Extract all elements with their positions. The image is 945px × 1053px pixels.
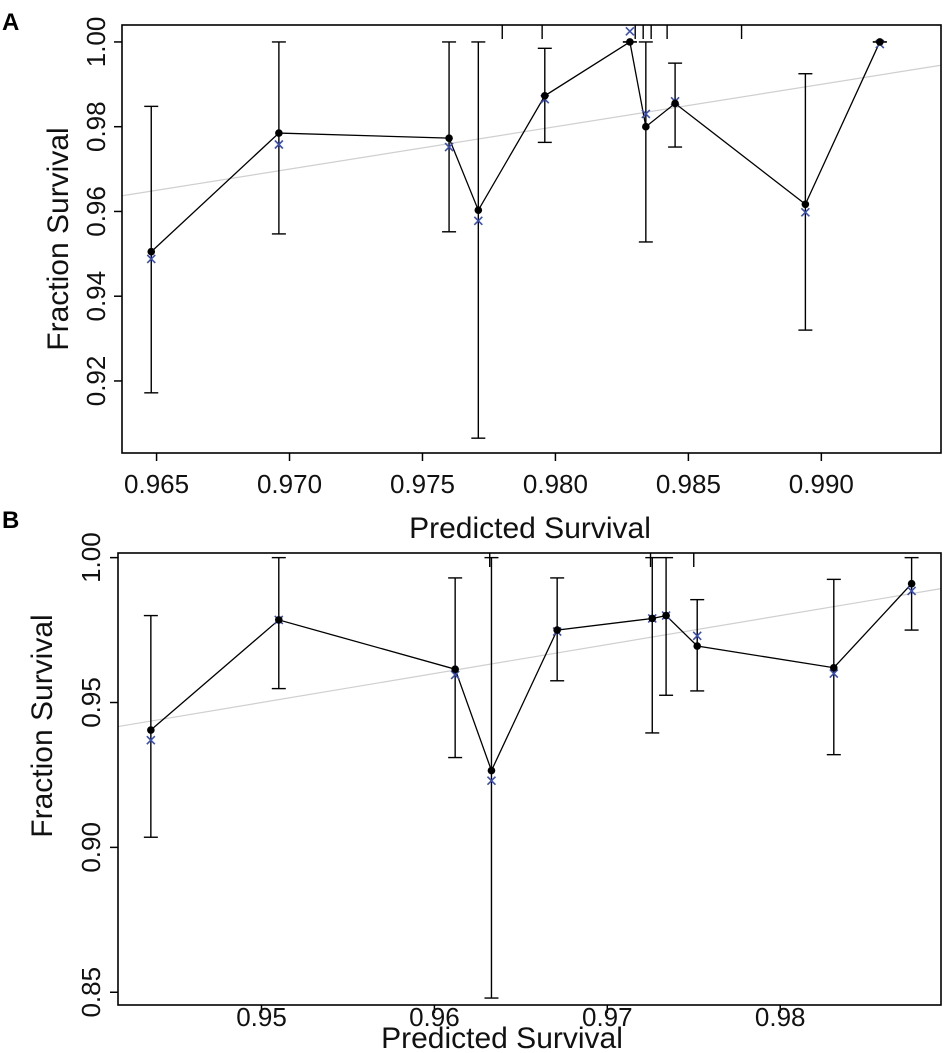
panel-b-rug (489, 553, 695, 567)
observed-point (451, 665, 459, 673)
x-tick-label: 0.980 (523, 469, 588, 499)
panel-b-ideal-line (117, 588, 942, 728)
bias-corrected-point (829, 668, 839, 679)
panel-a-ideal-line (121, 64, 942, 197)
bias-corrected-point (274, 139, 284, 150)
observed-point (553, 626, 561, 634)
panel-b-observed-line (150, 583, 913, 773)
y-tick-label: 0.95 (76, 677, 106, 728)
observed-point (671, 99, 679, 108)
observed-point (693, 642, 702, 650)
panel-a-x-axis: 0.965 0.970 0.975 0.980 0.985 0.990 (124, 453, 854, 499)
y-tick-label: 1.00 (76, 532, 106, 583)
bias-corrected-point (146, 735, 156, 745)
observed-point (642, 122, 650, 131)
panel-a-bias-corrected-points (146, 26, 885, 264)
cross-stroke (692, 631, 702, 641)
observed-point (876, 38, 884, 46)
cross-stroke (274, 139, 284, 150)
x-tick-label: 0.975 (390, 469, 455, 499)
observed-point (540, 91, 549, 100)
observed-point (445, 134, 453, 142)
y-tick-label: 0.98 (81, 101, 111, 152)
bias-corrected-point (146, 254, 156, 264)
x-tick-label: 0.990 (789, 469, 854, 499)
bias-corrected-point (800, 207, 810, 217)
panel-a-observed-line (150, 40, 881, 253)
bias-corrected-point (444, 142, 454, 152)
panel-b: B 0.95 0.96 0.97 0.98 0.85 0.90 0.95 1.00 Pred… (2, 507, 942, 1053)
bias-corrected-point (473, 216, 483, 226)
cross-stroke (486, 776, 497, 786)
panel-a-error-bars (144, 41, 887, 439)
panel-a-observed-points (147, 38, 884, 256)
y-tick-label: 1.00 (81, 17, 111, 68)
y-tick-label: 0.94 (81, 271, 111, 322)
observed-point (648, 614, 657, 623)
y-tick-label: 0.90 (76, 822, 106, 873)
panel-a-x-axis-label: Predicted Survival (409, 512, 651, 545)
cross-stroke (450, 670, 460, 680)
bias-corrected-point (450, 670, 460, 680)
y-tick-label: 0.92 (81, 356, 111, 407)
observed-point (801, 200, 810, 209)
x-tick-label: 0.97 (582, 1002, 633, 1032)
observed-point (147, 726, 155, 734)
observed-point (275, 129, 283, 137)
panel-a-plot-frame (121, 24, 942, 454)
panel-b-x-axis-label: Predicted Survival (381, 1022, 623, 1053)
panel-b-plot-frame (117, 552, 942, 1006)
observed-point (907, 579, 916, 588)
cross-stroke (473, 216, 483, 226)
observed-point (830, 663, 838, 672)
panel-b-error-bars (143, 556, 919, 999)
x-tick-label: 0.98 (755, 1002, 806, 1032)
panel-a-label: A (2, 9, 19, 36)
y-tick-label: 0.96 (81, 186, 111, 237)
panel-b-label: B (2, 507, 19, 534)
panel-a-y-axis: 0.92 0.94 0.96 0.98 1.00 (81, 17, 122, 407)
observed-point (147, 247, 156, 256)
panel-b-observed-points (147, 579, 916, 775)
x-tick-label: 0.95 (236, 1002, 287, 1032)
panel-a: A 0.965 0.970 0.975 0.980 0.985 0.990 0.920.9… (2, 9, 942, 545)
cross-stroke (641, 109, 651, 119)
bias-corrected-point (692, 631, 702, 641)
cross-stroke (146, 254, 156, 264)
bias-corrected-point (486, 776, 497, 786)
panel-a-rug (501, 25, 743, 39)
x-tick-label: 0.96 (409, 1002, 460, 1032)
cross-stroke (625, 26, 635, 36)
x-tick-label: 0.965 (124, 469, 189, 499)
cross-stroke (829, 668, 839, 679)
y-tick-label: 0.85 (76, 967, 106, 1018)
bias-corrected-point (641, 109, 651, 119)
bias-corrected-point (907, 586, 917, 596)
observed-point (662, 611, 670, 620)
cross-stroke (800, 207, 810, 217)
cross-stroke (444, 142, 454, 152)
panel-b-x-axis: 0.95 0.96 0.97 0.98 (236, 1002, 805, 1032)
panel-a-y-axis-label: Fraction Survival (42, 127, 75, 350)
cross-stroke (146, 735, 156, 745)
panel-b-y-axis-label: Fraction Survival (26, 614, 59, 837)
x-tick-label: 0.985 (656, 469, 721, 499)
observed-point (274, 616, 283, 624)
observed-point (474, 206, 483, 214)
bias-corrected-point (625, 26, 635, 36)
cross-stroke (907, 586, 917, 596)
panel-b-y-axis: 0.85 0.90 0.95 1.00 (76, 532, 118, 1018)
observed-point (626, 38, 634, 46)
observed-point (487, 766, 496, 775)
x-tick-label: 0.970 (257, 469, 322, 499)
